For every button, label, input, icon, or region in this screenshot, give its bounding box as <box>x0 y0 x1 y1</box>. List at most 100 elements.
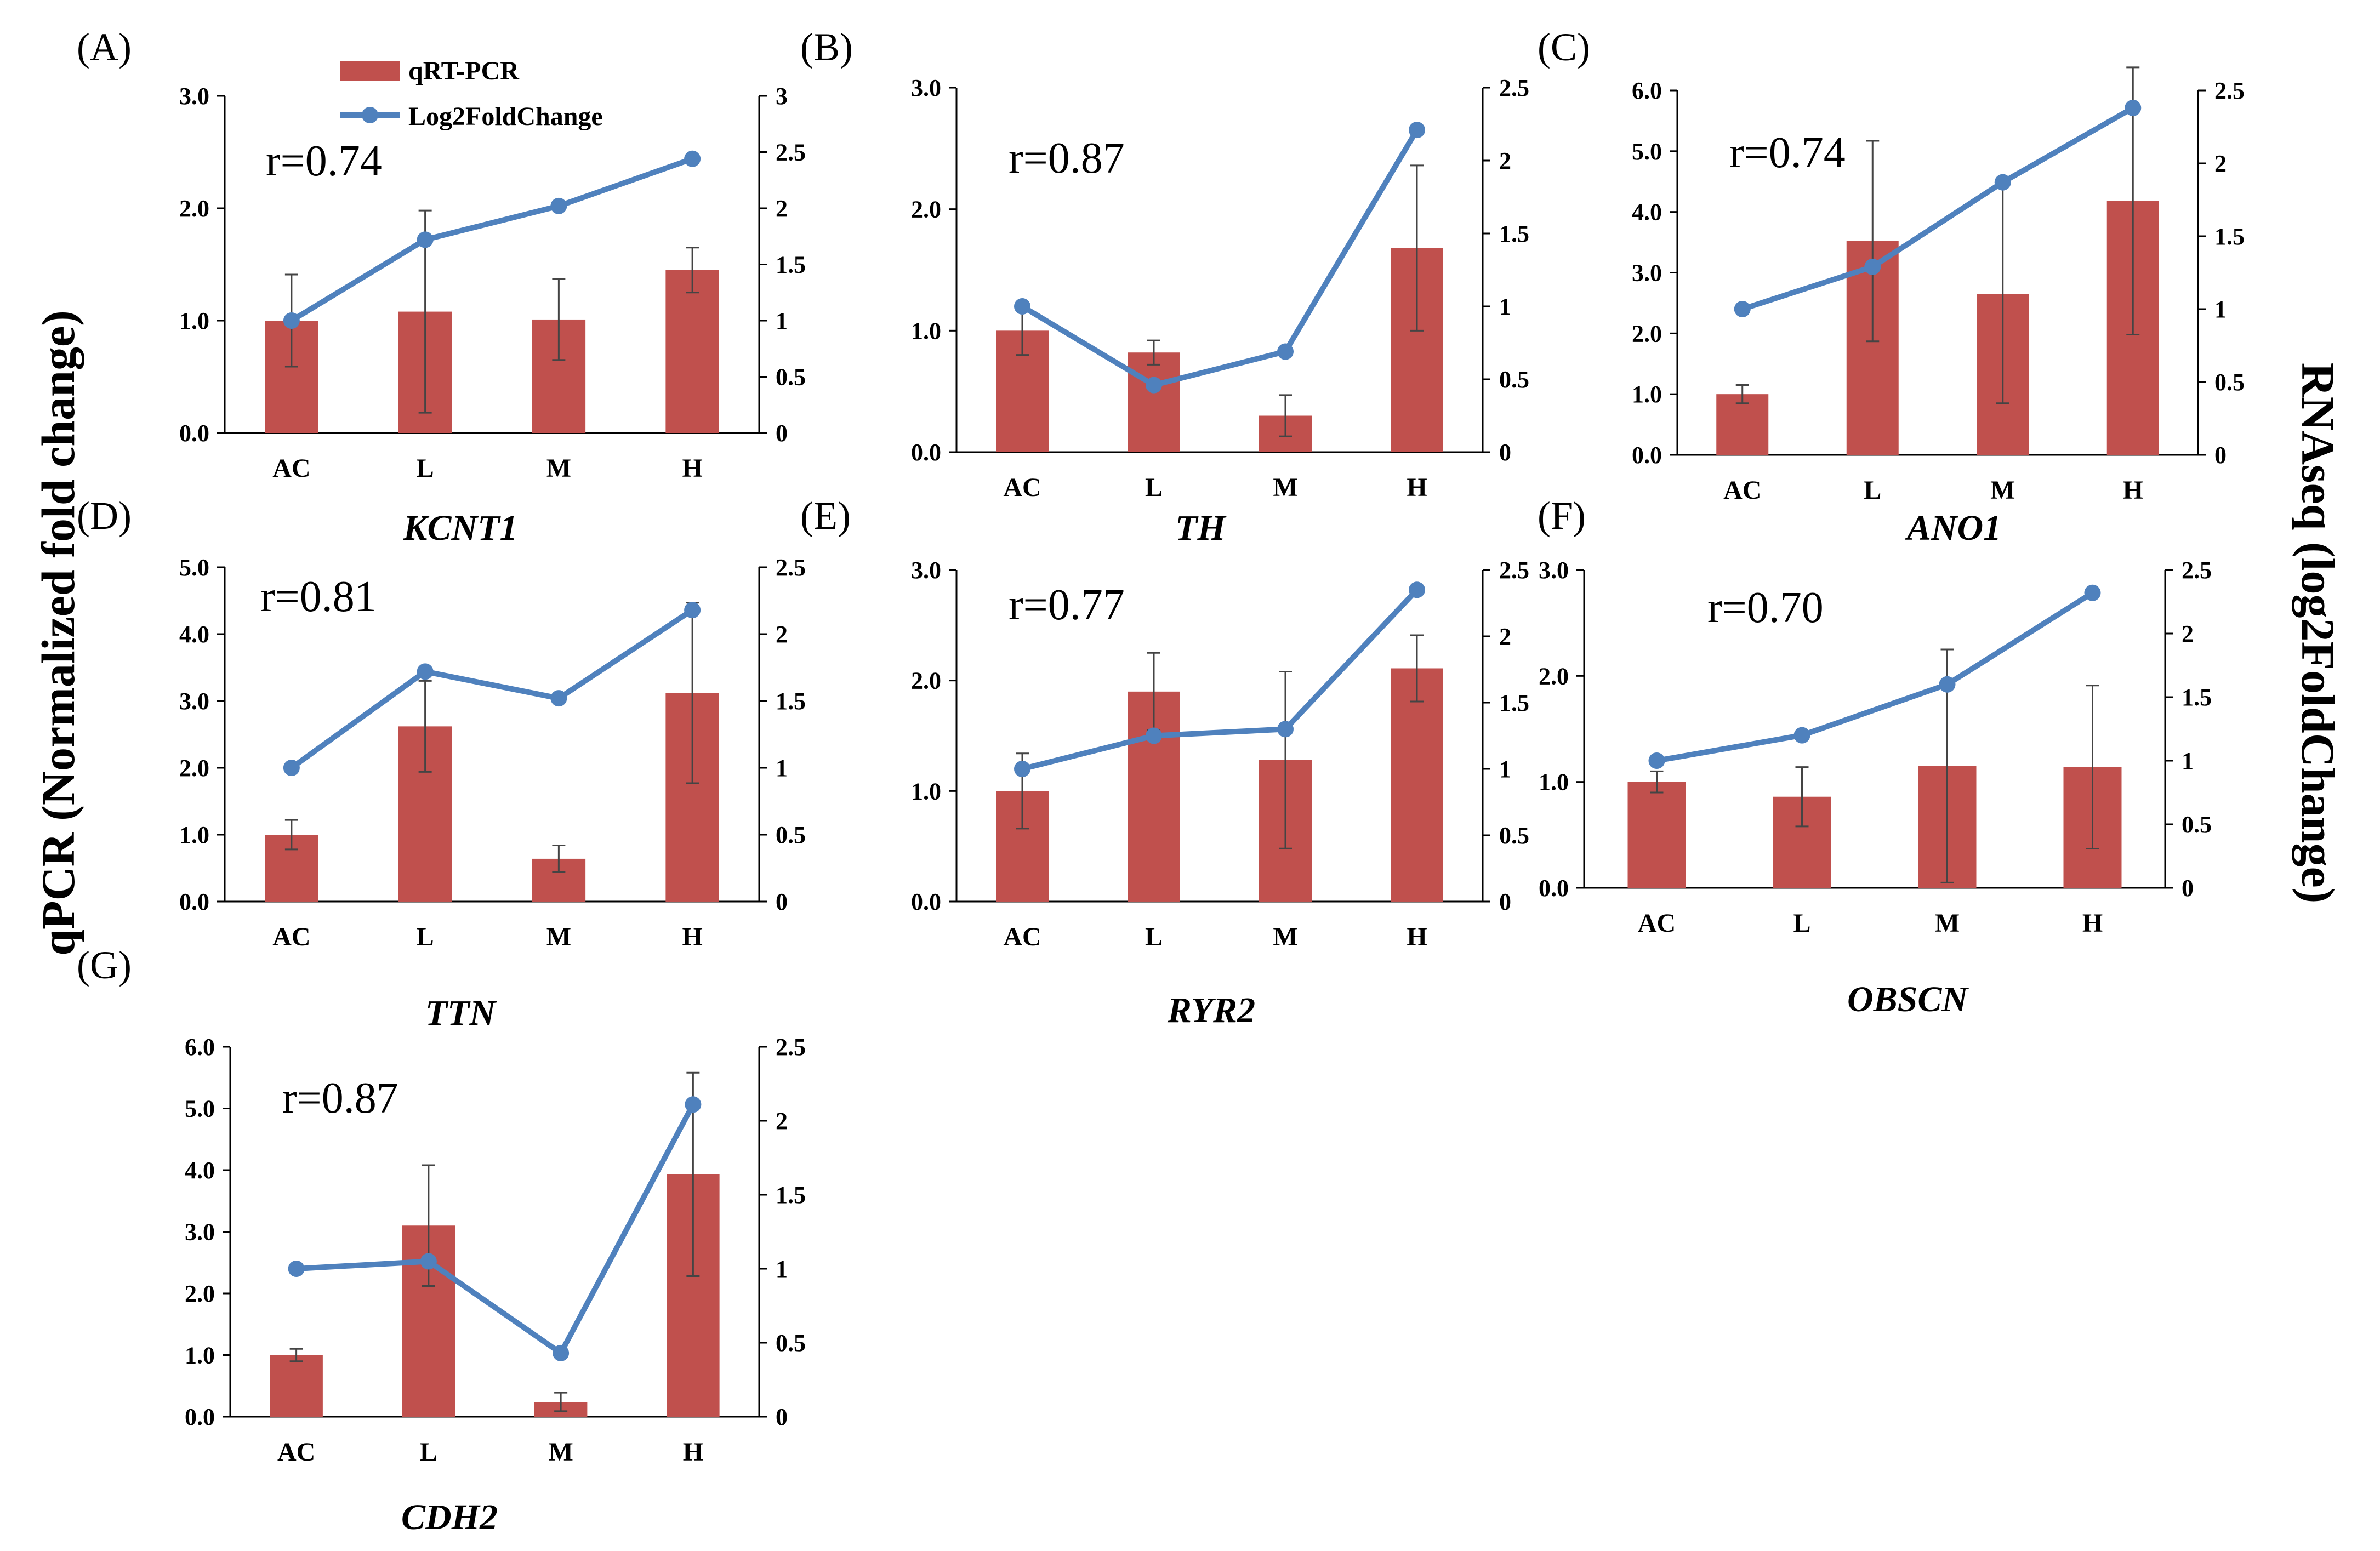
chart-panel: 0.0 1.0 2.0 3.0 0 0.5 1 1.5 2 2.5 3 AC L M H (A) r=0.74 K… <box>77 25 806 548</box>
right-tick-label: 2 <box>1499 623 1511 650</box>
right-tick-label: 1.5 <box>776 1182 806 1208</box>
right-tick-label: 0.5 <box>776 364 806 391</box>
right-tick-label: 0.5 <box>776 1330 806 1356</box>
category-label: AC <box>272 454 310 483</box>
right-tick-label: 0 <box>2214 442 2227 469</box>
left-tick-label: 1.0 <box>1539 769 1569 796</box>
log2fc-line <box>289 607 694 771</box>
right-tick-label: 0 <box>1499 888 1511 915</box>
category-label: L <box>417 922 434 951</box>
chart-panel: 0.0 1.0 2.0 3.0 0 0.5 1 1.5 2 2.5 AC L M H (B) r=0.87 TH <box>800 25 1529 548</box>
left-tick-label: 6.0 <box>1632 77 1662 104</box>
left-tick-label: 3.0 <box>911 557 941 584</box>
log2fc-line <box>296 1103 696 1356</box>
right-tick-label: 2 <box>776 195 788 222</box>
category-label: AC <box>1723 476 1761 505</box>
chart-panel: 0.0 1.0 2.0 3.0 0 0.5 1 1.5 2 2.5 AC L M H (E) r=0.77 RY… <box>800 494 1529 1030</box>
log2fc-point <box>550 197 567 214</box>
y-right-title: RNAseq (log2FoldChange) <box>2292 363 2344 904</box>
log2fc-point <box>1014 298 1030 315</box>
category-label: L <box>417 454 434 483</box>
log2fc-point <box>1648 752 1665 769</box>
gene-title: TH <box>1175 508 1227 548</box>
right-tick-label: 0.5 <box>2182 811 2212 838</box>
log2fc-point <box>1146 727 1162 744</box>
legend: qRT-PCR Log2FoldChange <box>340 56 603 131</box>
gene-title: OBSCN <box>1847 979 1969 1019</box>
right-tick-label: 0 <box>776 420 788 447</box>
right-tick-label: 0.5 <box>776 822 806 848</box>
right-tick-label: 1.5 <box>1499 689 1529 716</box>
log2fc-point <box>1277 343 1294 360</box>
bar <box>1391 668 1443 902</box>
log2fc-point <box>553 1344 570 1361</box>
left-tick-label: 4.0 <box>185 1157 215 1184</box>
left-tick-label: 2.0 <box>1632 320 1662 347</box>
right-tick-label: 0.5 <box>1499 366 1529 393</box>
category-label: H <box>2082 909 2103 938</box>
log2fc-line <box>1021 128 1420 388</box>
left-tick-label: 0.0 <box>911 888 941 915</box>
right-tick-label: 2.5 <box>776 554 806 581</box>
left-tick-label: 1.0 <box>185 1342 215 1369</box>
panel-label: (D) <box>77 494 132 538</box>
left-tick-label: 3.0 <box>1632 260 1662 287</box>
log2fc-point <box>684 150 701 167</box>
correlation-label: r=0.81 <box>260 573 377 621</box>
category-label: H <box>1407 473 1427 502</box>
right-tick-label: 1 <box>776 1256 788 1282</box>
right-tick-label: 2.5 <box>2214 77 2245 104</box>
log2fc-point <box>283 760 300 776</box>
panel-label: (F) <box>1538 494 1586 538</box>
right-tick-label: 0 <box>1499 439 1511 466</box>
log2fc-point <box>283 312 300 329</box>
log2fc-point <box>550 690 567 707</box>
category-label: M <box>548 1438 573 1467</box>
category-label: H <box>1407 922 1427 951</box>
log2fc-point <box>288 1261 305 1277</box>
right-tick-label: 0.5 <box>1499 822 1529 849</box>
legend-bar-swatch <box>340 61 400 81</box>
left-tick-label: 1.0 <box>179 307 209 334</box>
panel-label: (A) <box>77 25 132 69</box>
right-tick-label: 0 <box>2182 875 2194 902</box>
category-label: M <box>1273 473 1297 502</box>
left-tick-label: 0.0 <box>911 439 941 466</box>
category-label: H <box>682 922 702 951</box>
category-label: M <box>1935 909 1960 938</box>
right-tick-label: 2 <box>1499 147 1511 174</box>
log2fc-point <box>1994 174 2011 191</box>
right-tick-label: 1.5 <box>776 688 806 715</box>
log2fc-point <box>1939 676 1956 693</box>
correlation-label: r=0.70 <box>1707 584 1824 632</box>
left-tick-label: 1.0 <box>911 317 941 344</box>
gene-title: ANO1 <box>1905 508 2001 548</box>
correlation-label: r=0.87 <box>1009 134 1125 183</box>
right-tick-label: 2 <box>2214 150 2227 177</box>
category-label: M <box>546 922 571 951</box>
left-tick-label: 0.0 <box>179 420 209 447</box>
legend-line-label: Log2FoldChange <box>408 102 603 131</box>
category-label: L <box>1145 473 1163 502</box>
right-tick-label: 1 <box>1499 756 1511 783</box>
panel-label: (B) <box>800 25 853 69</box>
category-label: H <box>2123 476 2143 505</box>
log2fc-point <box>420 1253 437 1270</box>
log2fc-line <box>1021 588 1419 772</box>
category-label: AC <box>1638 909 1676 938</box>
left-tick-label: 4.0 <box>179 621 209 648</box>
log2fc-line <box>1741 105 2134 312</box>
log2fc-point <box>2125 99 2142 116</box>
right-tick-label: 1.5 <box>776 252 806 278</box>
left-tick-label: 4.0 <box>1632 199 1662 226</box>
right-tick-label: 2.5 <box>776 139 806 166</box>
right-tick-label: 2.5 <box>2182 557 2212 584</box>
y-left-title: qPCR (Normalized fold change) <box>32 310 84 956</box>
right-tick-label: 1.5 <box>2214 223 2245 250</box>
right-tick-label: 3 <box>776 83 788 110</box>
right-tick-label: 2.5 <box>1499 75 1529 101</box>
right-tick-label: 2.5 <box>1499 557 1529 584</box>
right-tick-label: 1.5 <box>1499 220 1529 247</box>
left-tick-label: 1.0 <box>1632 381 1662 408</box>
log2fc-point <box>1409 122 1425 139</box>
